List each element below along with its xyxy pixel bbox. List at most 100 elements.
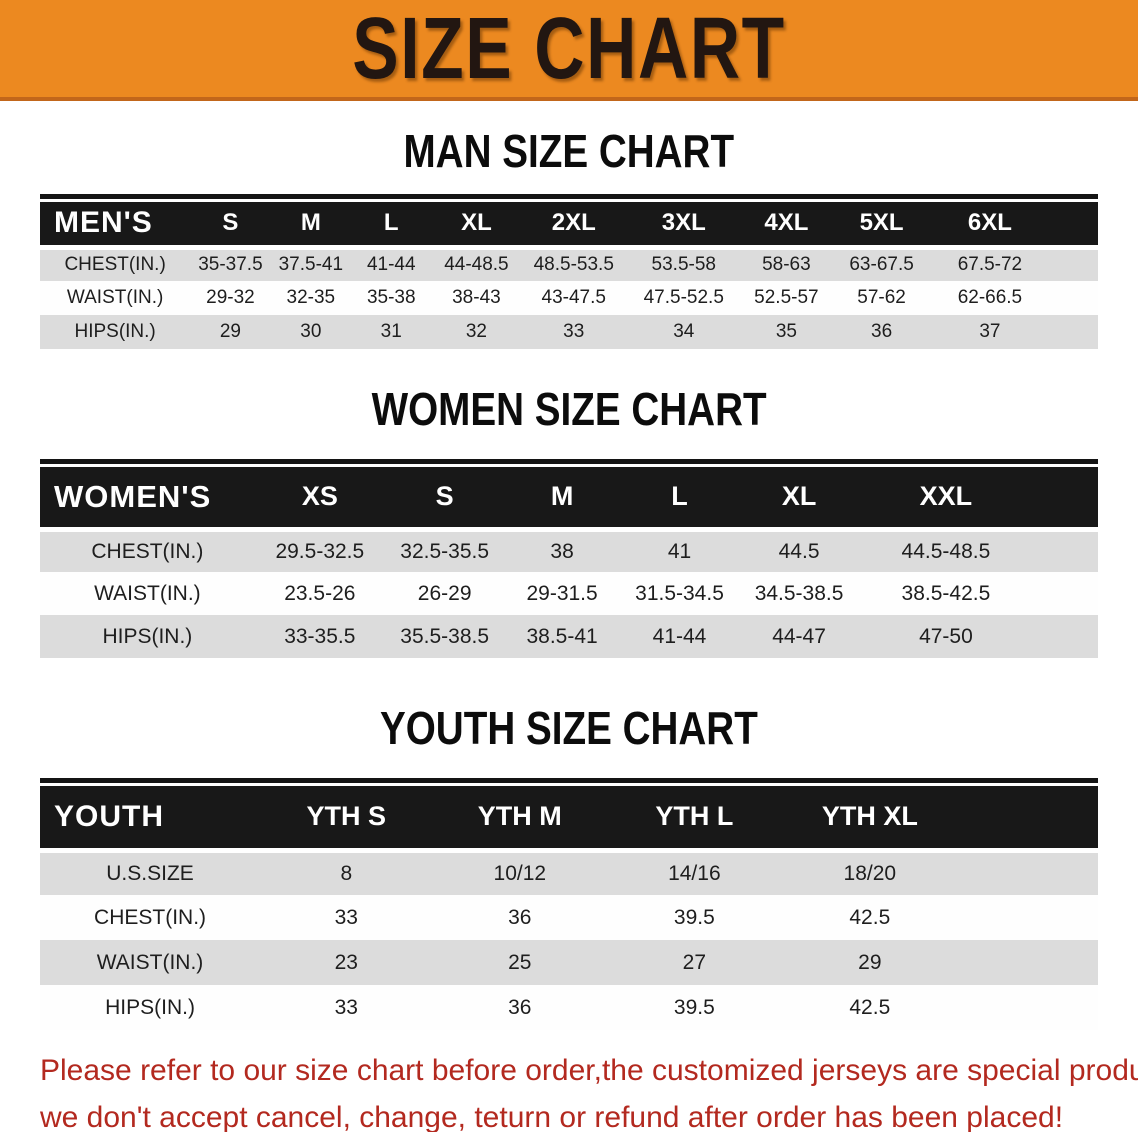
size-value-cell: 37.5-41 <box>278 254 344 276</box>
table-row: CHEST(IN.) 29.5-32.5 32.5-35.5 38 41 44.5 44.5… <box>40 529 1098 572</box>
table-row: WAIST(IN.) 23 25 27 29 <box>40 940 1098 985</box>
size-table-header-row: WOMEN'S XS S M L XL XXL <box>40 467 1098 532</box>
size-value-cell: 47-50 <box>919 624 973 648</box>
table-row: U.S.SIZE 8 10/12 14/16 18/20 <box>40 850 1098 895</box>
size-value-cell: 41-44 <box>366 254 416 276</box>
size-value-cell: 26-29 <box>417 581 472 605</box>
size-value-cell: 53.5-58 <box>651 254 716 276</box>
size-value-cell: 29-32 <box>206 287 255 308</box>
size-value-cell: 14/16 <box>668 861 721 885</box>
size-value-cell: 35 <box>775 321 797 342</box>
youth-section-heading: YOUTH SIZE CHART <box>0 705 1138 751</box>
row-label-cell: WAIST(IN.) <box>66 287 164 308</box>
size-col-header: YTH L <box>607 786 782 853</box>
size-value-cell: 35-38 <box>366 287 416 308</box>
mens-size-table-wrap: MEN'S S M L XL 2XL 3XL 4XL 5XL 6XL CHEST(IN.) 35-37… <box>40 194 1098 349</box>
womens-size-table-wrap: WOMEN'S XS S M L XL XXL CHEST(IN.) 29.5-32.5 32.5… <box>40 459 1098 658</box>
disclaimer-line-1: Please refer to our size chart before or… <box>40 1054 1138 1087</box>
size-value-cell: 33-35.5 <box>284 624 356 648</box>
size-col-header: XXL <box>858 467 1098 532</box>
size-col-header: L <box>351 202 432 250</box>
size-col-header: M <box>504 467 620 532</box>
size-value-cell: 58-63 <box>762 254 811 276</box>
size-value-cell: 33 <box>563 321 585 342</box>
size-value-cell: 25 <box>508 950 532 974</box>
size-col-header: XL <box>431 202 522 250</box>
size-value-cell: 62-66.5 <box>957 287 1023 308</box>
size-value-cell: 48.5-53.5 <box>533 254 614 276</box>
size-value-cell: 31 <box>380 321 402 342</box>
size-col-header: 6XL <box>931 202 1098 250</box>
table-row: WAIST(IN.) 29-32 32-35 35-38 38-43 43-47.5 47.… <box>40 281 1098 315</box>
row-label-cell: HIPS(IN.) <box>102 624 193 648</box>
size-value-cell: 38 <box>550 539 574 563</box>
size-value-cell: 36 <box>508 905 532 929</box>
row-label-cell: HIPS(IN.) <box>105 995 195 1019</box>
size-value-cell: 32.5-35.5 <box>400 539 490 563</box>
table-row: HIPS(IN.) 33 36 39.5 42.5 <box>40 985 1098 1030</box>
size-value-cell: 44-47 <box>772 624 826 648</box>
size-value-cell: 29 <box>219 321 241 342</box>
women-section-heading: WOMEN SIZE CHART <box>0 386 1138 432</box>
size-value-cell: 44-48.5 <box>444 254 509 276</box>
size-value-cell: 18/20 <box>843 861 897 885</box>
size-col-header: 4XL <box>741 202 832 250</box>
size-value-cell: 36 <box>871 321 893 342</box>
size-value-cell: 38-43 <box>452 287 501 308</box>
banner: SIZE CHART <box>0 0 1138 101</box>
youth-size-table-wrap: YOUTH YTH S YTH M YTH L YTH XL U.S.SIZE 8 10/12… <box>40 778 1098 1030</box>
size-value-cell: 33 <box>334 905 358 929</box>
table-corner-label: MEN'S <box>40 202 191 250</box>
table-corner-label: YOUTH <box>40 786 261 853</box>
mens-size-table: MEN'S S M L XL 2XL 3XL 4XL 5XL 6XL CHEST(IN.) 35-37… <box>40 202 1098 349</box>
size-value-cell: 63-67.5 <box>849 254 914 276</box>
size-value-cell: 23 <box>334 950 358 974</box>
size-value-cell: 43-47.5 <box>541 287 606 308</box>
size-value-cell: 29 <box>858 950 882 974</box>
women-section-heading-text: WOMEN SIZE CHART <box>371 383 767 435</box>
size-value-cell: 10/12 <box>493 861 547 885</box>
size-value-cell: 34.5-38.5 <box>754 581 844 605</box>
row-label-cell: CHEST(IN.) <box>94 905 207 929</box>
row-label-cell: WAIST(IN.) <box>96 950 204 974</box>
size-col-header: XL <box>739 467 859 532</box>
disclaimer-line-2: we don't accept cancel, change, teturn o… <box>40 1100 1064 1132</box>
table-row: HIPS(IN.) 33-35.5 35.5-38.5 38.5-41 41-44 44-… <box>40 615 1098 658</box>
row-label-cell: U.S.SIZE <box>106 861 194 885</box>
size-col-header: 5XL <box>831 202 932 250</box>
table-row: HIPS(IN.) 29 30 31 32 33 34 35 36 37 <box>40 315 1098 349</box>
men-section-heading-text: MAN SIZE CHART <box>403 125 735 177</box>
men-section-heading: MAN SIZE CHART <box>0 128 1138 174</box>
size-value-cell: 39.5 <box>673 995 715 1019</box>
size-col-header: 2XL <box>521 202 627 250</box>
disclaimer: Please refer to our size chart before or… <box>40 1048 1138 1132</box>
size-value-cell: 31.5-34.5 <box>635 581 724 605</box>
size-value-cell: 38.5-42.5 <box>901 581 991 605</box>
size-value-cell: 44.5 <box>778 539 820 563</box>
size-col-header: M <box>270 202 352 250</box>
size-col-header: S <box>384 467 505 532</box>
size-value-cell: 32 <box>465 321 487 342</box>
size-value-cell: 52.5-57 <box>754 287 819 308</box>
size-value-cell: 38.5-41 <box>526 624 598 648</box>
size-col-header: L <box>619 467 740 532</box>
size-col-header: S <box>190 202 271 250</box>
table-row: WAIST(IN.) 23.5-26 26-29 29-31.5 31.5-34.5 34… <box>40 572 1098 615</box>
size-table-header-row: YOUTH YTH S YTH M YTH L YTH XL <box>40 786 1098 853</box>
womens-size-table: WOMEN'S XS S M L XL XXL CHEST(IN.) 29.5-32.5 32.5… <box>40 467 1098 658</box>
size-table-header-row: MEN'S S M L XL 2XL 3XL 4XL 5XL 6XL <box>40 202 1098 250</box>
size-value-cell: 32-35 <box>286 287 336 308</box>
size-col-header: YTH XL <box>781 786 1098 853</box>
size-col-header: 3XL <box>626 202 742 250</box>
youth-size-table: YOUTH YTH S YTH M YTH L YTH XL U.S.SIZE 8 10/12… <box>40 786 1098 1030</box>
size-value-cell: 37 <box>979 321 1001 342</box>
row-label-cell: WAIST(IN.) <box>94 581 201 605</box>
size-value-cell: 33 <box>334 995 358 1019</box>
youth-section-heading-text: YOUTH SIZE CHART <box>380 702 758 754</box>
size-value-cell: 27 <box>682 950 707 974</box>
size-value-cell: 23.5-26 <box>284 581 356 605</box>
size-col-header: YTH M <box>432 786 608 853</box>
size-value-cell: 41 <box>667 539 692 563</box>
row-label-cell: CHEST(IN.) <box>64 254 166 276</box>
